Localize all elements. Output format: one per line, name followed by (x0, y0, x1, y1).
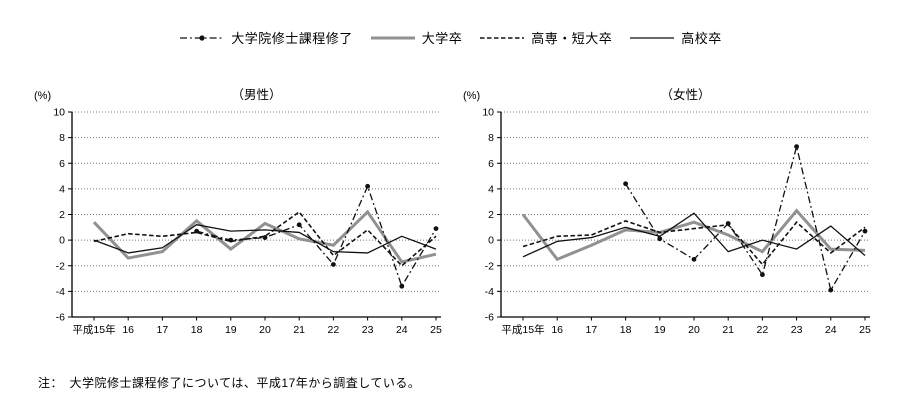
y-tick-label: 4 (488, 183, 494, 195)
legend-label: 大学院修士課程修了 (231, 31, 353, 46)
x-tick-label: 21 (293, 324, 305, 336)
legend-line-sample-grad (180, 34, 225, 41)
series-grad-line (625, 146, 866, 292)
data-point-marker (760, 272, 765, 278)
y-tick-label: -2 (485, 260, 494, 272)
footnote: 注： 大学院修士課程修了については、平成17年から調査している。 (38, 376, 421, 390)
x-tick-label: 平成15年 (72, 323, 115, 336)
series-high-line (93, 224, 437, 254)
x-tick-label: 21 (722, 324, 734, 336)
x-tick-label: 18 (191, 324, 203, 336)
series-high-line (522, 212, 866, 258)
x-tick-label: 16 (122, 324, 134, 336)
data-point-marker (296, 222, 302, 228)
x-tick-label: 23 (362, 324, 374, 336)
y-tick-label: 4 (59, 183, 65, 195)
y-tick-label: -2 (56, 260, 65, 272)
y-tick-label: 0 (488, 235, 494, 247)
y-tick-label: 0 (59, 235, 65, 247)
legend-sample-marker (199, 34, 205, 41)
legend-item-grad: 大学院修士課程修了 (178, 28, 353, 47)
chart-title: （男性） (231, 88, 281, 102)
panel-male: （男性） (%) 10 8 6 4 2 0 -2 -4 -6 平成15年 16 17 18 19 20 21 22 2… (30, 84, 445, 342)
legend-line-sample-univ (370, 36, 415, 39)
data-point-marker (262, 235, 268, 240)
data-point-marker (862, 228, 868, 234)
legend-label: 高校卒 (681, 31, 722, 46)
data-point-marker (228, 237, 234, 243)
x-tick-label: 18 (620, 324, 632, 336)
y-axis-unit-label: (%) (34, 90, 51, 102)
series-grad-line (196, 184, 437, 288)
y-tick-label: -6 (56, 312, 65, 324)
data-point-marker (691, 256, 697, 262)
x-tick-label: 17 (586, 324, 598, 336)
x-tick-label: 19 (225, 324, 237, 336)
chart-legend: 大学院修士課程修了 大学卒 高専・短大卒 高校卒 (0, 28, 900, 47)
data-point-marker (365, 183, 370, 189)
chart-panels: （男性） (%) 10 8 6 4 2 0 -2 -4 -6 平成15年 16 17 18 19 20 21 22 2… (30, 84, 874, 342)
data-point-marker (194, 228, 200, 234)
legend-item-univ: 大学卒 (369, 28, 463, 47)
data-point-marker (794, 144, 799, 149)
series-univ-line (521, 208, 866, 262)
y-tick-label: -4 (56, 286, 65, 298)
x-tick-label: 25 (430, 324, 442, 336)
data-point-marker (623, 181, 628, 187)
x-tick-label: 平成15年 (501, 323, 544, 336)
legend-label: 大学卒 (421, 31, 463, 46)
y-tick-label: 10 (53, 107, 65, 119)
x-tick-label: 24 (825, 324, 837, 336)
data-point-marker (828, 287, 834, 293)
x-tick-label: 20 (688, 324, 700, 336)
y-tick-label: 10 (482, 107, 494, 119)
legend-line-sample-high (630, 36, 675, 39)
y-tick-label: 6 (488, 158, 494, 170)
chart-title: （女性） (660, 87, 710, 102)
legend-label: 高専・短大卒 (531, 31, 613, 46)
x-tick-label: 25 (859, 324, 871, 336)
y-tick-label: -6 (485, 312, 494, 324)
data-point-marker (433, 226, 439, 231)
x-tick-label: 22 (328, 324, 340, 336)
x-tick-label: 22 (757, 324, 769, 336)
y-tick-label: 2 (59, 209, 65, 221)
x-tick-label: 17 (157, 324, 169, 336)
x-tick-label: 19 (654, 324, 666, 336)
x-tick-label: 20 (259, 324, 271, 336)
series-kosen-line (522, 220, 866, 266)
legend-line-sample-kosen (480, 36, 525, 39)
legend-item-kosen: 高専・短大卒 (478, 28, 612, 47)
x-tick-label: 24 (396, 324, 408, 336)
data-point-marker (657, 236, 663, 242)
y-tick-label: -4 (485, 286, 494, 298)
y-tick-label: 6 (59, 158, 65, 170)
data-point-marker (399, 283, 405, 289)
legend-item-high: 高校卒 (628, 28, 722, 47)
series-univ-line (92, 209, 437, 264)
series-kosen-line (93, 210, 437, 267)
y-tick-label: 8 (59, 132, 65, 144)
y-tick-label: 8 (488, 132, 494, 144)
data-point-marker (331, 262, 336, 267)
panel-female: （女性） (%) 10 8 6 4 2 0 -2 -4 -6 平成15年 16 17 18 19 20 21 22 2… (459, 84, 874, 342)
data-point-marker (725, 221, 731, 226)
x-tick-label: 23 (791, 324, 803, 336)
x-tick-label: 16 (551, 324, 563, 336)
y-axis-unit-label: (%) (463, 90, 480, 102)
y-tick-label: 2 (488, 209, 494, 221)
